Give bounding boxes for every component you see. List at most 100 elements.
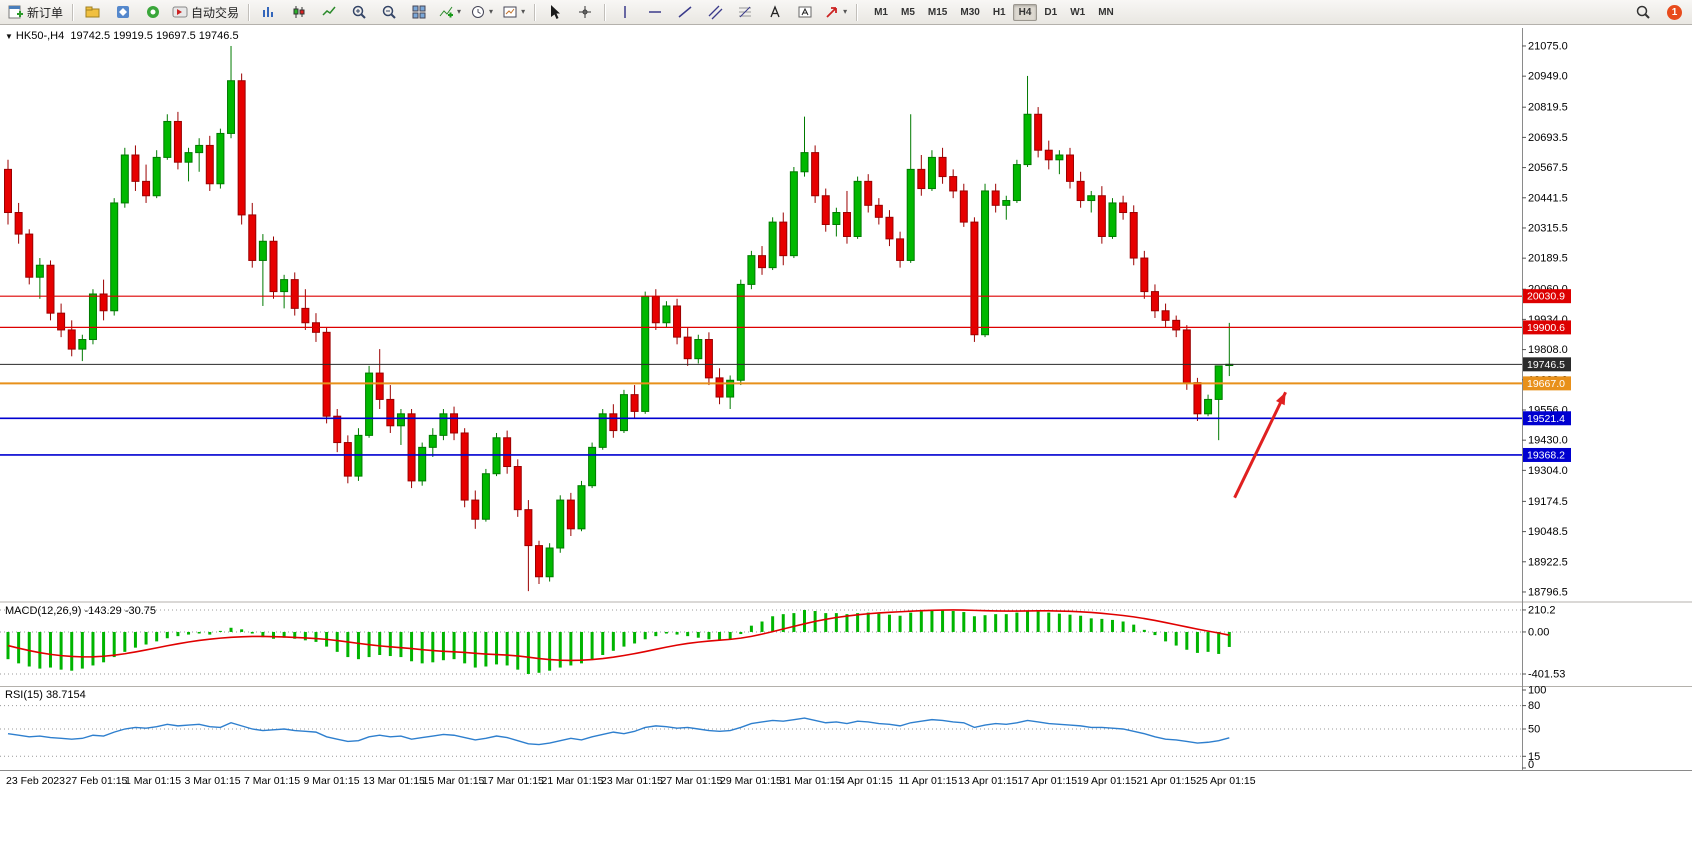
arrow-annotation[interactable] bbox=[1233, 391, 1287, 499]
price-tick-label: 19174.5 bbox=[1528, 496, 1568, 508]
time-axis-label: 11 Apr 01:15 bbox=[899, 775, 958, 787]
indicators-icon bbox=[439, 6, 454, 18]
bar-chart-button[interactable] bbox=[254, 1, 283, 24]
candles bbox=[4, 45, 1234, 592]
trendline-button[interactable] bbox=[670, 1, 699, 24]
search-icon bbox=[1636, 5, 1650, 19]
navigator-icon bbox=[116, 6, 129, 18]
price-tick-label: 19430.0 bbox=[1528, 435, 1568, 447]
toolbar-separator bbox=[72, 3, 74, 21]
timeframe-mn[interactable]: MN bbox=[1098, 6, 1114, 18]
symbol-info: ▼ HK50-,H4 19742.5 19919.5 19697.5 19746.… bbox=[5, 30, 239, 42]
periods-button[interactable]: ▾ bbox=[466, 1, 497, 24]
templates-button[interactable]: ▾ bbox=[498, 1, 529, 24]
toolbar-separator bbox=[856, 3, 858, 21]
notification-badge[interactable]: 1 bbox=[1667, 4, 1682, 20]
zoom-in-icon bbox=[352, 5, 366, 19]
price-tick-label: 21075.0 bbox=[1528, 40, 1568, 52]
price-tick-label: 20693.5 bbox=[1528, 132, 1568, 144]
candlestick-chart-icon bbox=[293, 6, 305, 18]
price-line-tag-label: 19746.5 bbox=[1527, 359, 1565, 371]
timeframe-m5[interactable]: M5 bbox=[901, 6, 915, 18]
crosshair-icon bbox=[578, 6, 591, 18]
macd-tick-label: 210.2 bbox=[1528, 604, 1556, 616]
price-tick-label: 20949.0 bbox=[1528, 71, 1568, 83]
time-axis-label: 9 Mar 01:15 bbox=[304, 775, 360, 787]
timeframe-h1[interactable]: H1 bbox=[992, 6, 1006, 18]
macd-tick-label: -401.53 bbox=[1528, 668, 1565, 680]
symbol-marker-icon: ▼ bbox=[5, 32, 13, 41]
chevron-down-icon: ▾ bbox=[843, 7, 848, 16]
timeframe-h4[interactable]: H4 bbox=[1012, 3, 1038, 21]
timeframe-w1[interactable]: W1 bbox=[1070, 6, 1086, 18]
macd-signal-line bbox=[7, 609, 1230, 662]
time-axis-label: 17 Apr 01:15 bbox=[1018, 775, 1078, 787]
fibonacci-button[interactable] bbox=[730, 1, 759, 24]
text-label-button[interactable] bbox=[790, 1, 819, 24]
arrows-button[interactable]: ▾ bbox=[820, 1, 851, 24]
price-tick-label: 19808.0 bbox=[1528, 344, 1568, 356]
auto-trading-button[interactable]: 自动交易 bbox=[168, 1, 243, 24]
channel-button[interactable] bbox=[700, 1, 729, 24]
zoom-out-button[interactable] bbox=[374, 1, 403, 24]
equidistant-channel-icon bbox=[708, 5, 723, 20]
text-icon bbox=[769, 5, 780, 18]
price-line-tag-label: 19667.0 bbox=[1527, 378, 1565, 390]
timeframe-m30[interactable]: M30 bbox=[960, 6, 980, 18]
rsi-label: RSI(15) 38.7154 bbox=[5, 689, 86, 701]
time-axis-label: 13 Mar 01:15 bbox=[363, 775, 425, 787]
bar-chart-icon bbox=[262, 7, 273, 17]
terminal-button[interactable] bbox=[138, 1, 167, 24]
macd-tick-label: 0.00 bbox=[1528, 626, 1549, 638]
tile-windows-icon bbox=[412, 5, 426, 19]
horizontal-line-icon bbox=[648, 11, 661, 13]
zoom-in-button[interactable] bbox=[344, 1, 373, 24]
price-line-tag bbox=[1523, 376, 1571, 391]
rsi-tick-label: 15 bbox=[1528, 751, 1540, 763]
market-watch-icon bbox=[85, 6, 100, 18]
cursor-icon bbox=[550, 5, 560, 19]
time-axis-label: 21 Apr 01:15 bbox=[1137, 775, 1197, 787]
toolbar: 新订单 自动交易 bbox=[0, 0, 1692, 25]
timeframe-group: M1 M5 M15 M30 H1 H4 D1 W1 MN bbox=[868, 3, 1120, 21]
vertical-line-button[interactable] bbox=[610, 1, 639, 24]
chart-background bbox=[0, 26, 1692, 853]
cursor-button[interactable] bbox=[540, 1, 569, 24]
text-button[interactable] bbox=[760, 1, 789, 24]
symbol-title: HK50-,H4 bbox=[15, 30, 65, 42]
toolbar-separator bbox=[248, 3, 250, 21]
arrows-icon bbox=[826, 7, 837, 18]
trendline-icon bbox=[678, 6, 692, 18]
rsi-line bbox=[7, 717, 1230, 746]
time-axis-label: 27 Feb 01:15 bbox=[66, 775, 128, 787]
price-line-tag-label: 20030.9 bbox=[1527, 291, 1565, 303]
timeframe-m1[interactable]: M1 bbox=[874, 6, 888, 18]
time-axis-label: 4 Apr 01:15 bbox=[839, 775, 893, 787]
auto-trading-icon bbox=[172, 6, 188, 18]
horizontal-line-button[interactable] bbox=[640, 1, 669, 24]
candlestick-chart-button[interactable] bbox=[284, 1, 313, 24]
toolbar-separator bbox=[604, 3, 606, 21]
time-axis-label: 25 Apr 01:15 bbox=[1196, 775, 1256, 787]
rsi-tick-label: 50 bbox=[1528, 724, 1540, 736]
timeframe-d1[interactable]: D1 bbox=[1044, 6, 1058, 18]
search-button[interactable] bbox=[1628, 1, 1657, 24]
market-watch-button[interactable] bbox=[78, 1, 107, 24]
tile-windows-button[interactable] bbox=[404, 1, 433, 24]
crosshair-button[interactable] bbox=[570, 1, 599, 24]
text-label-icon bbox=[798, 6, 812, 18]
navigator-button[interactable] bbox=[108, 1, 137, 24]
time-axis-label: 23 Feb 2023 bbox=[6, 775, 65, 787]
chevron-down-icon: ▾ bbox=[521, 7, 526, 16]
line-chart-button[interactable] bbox=[314, 1, 343, 24]
indicators-button[interactable]: ▾ bbox=[434, 1, 465, 24]
time-axis-label: 17 Mar 01:15 bbox=[482, 775, 544, 787]
price-tick-label: 20315.5 bbox=[1528, 222, 1568, 234]
new-order-button[interactable]: 新订单 bbox=[4, 1, 67, 24]
rsi-tick-label: 100 bbox=[1528, 685, 1546, 697]
timeframe-m15[interactable]: M15 bbox=[927, 6, 948, 18]
chevron-down-icon: ▾ bbox=[489, 7, 494, 16]
toolbar-right: 1 bbox=[1628, 1, 1688, 24]
price-tick-label: 20189.5 bbox=[1528, 253, 1568, 265]
